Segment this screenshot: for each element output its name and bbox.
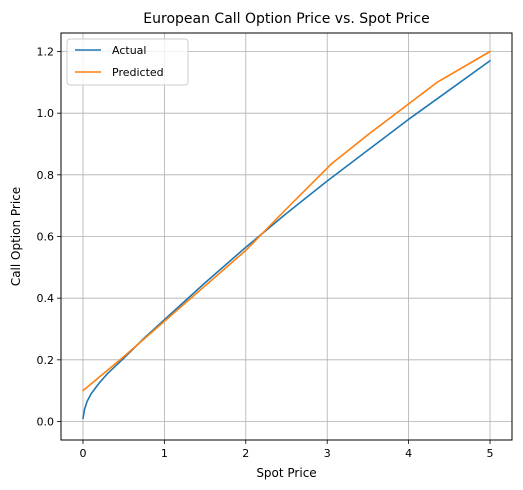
y-tick-label: 1.0 bbox=[37, 107, 55, 120]
x-tick-label: 3 bbox=[324, 447, 331, 460]
y-tick-label: 0.4 bbox=[37, 292, 55, 305]
legend-label-actual: Actual bbox=[112, 44, 146, 57]
y-axis-label: Call Option Price bbox=[9, 187, 23, 286]
series-line-actual bbox=[82, 59, 491, 420]
x-axis-ticks: 0 1 2 3 4 5 bbox=[79, 440, 494, 460]
legend-label-predicted: Predicted bbox=[112, 66, 164, 79]
y-tick-label: 0.0 bbox=[37, 416, 55, 429]
x-tick-label: 5 bbox=[487, 447, 494, 460]
x-tick-label: 4 bbox=[405, 447, 412, 460]
x-tick-label: 1 bbox=[161, 447, 168, 460]
y-axis-ticks: 0.0 0.2 0.4 0.6 0.8 1.0 1.2 bbox=[37, 46, 61, 429]
x-axis-label: Spot Price bbox=[256, 466, 316, 480]
grid bbox=[61, 33, 512, 440]
y-tick-label: 0.8 bbox=[37, 169, 55, 182]
y-tick-label: 0.2 bbox=[37, 354, 55, 367]
x-tick-label: 2 bbox=[242, 447, 249, 460]
y-tick-label: 1.2 bbox=[37, 46, 55, 59]
y-tick-label: 0.6 bbox=[37, 231, 55, 244]
x-tick-label: 0 bbox=[79, 447, 86, 460]
legend: Actual Predicted bbox=[66, 38, 189, 86]
series-line-predicted bbox=[82, 50, 491, 392]
chart-title: European Call Option Price vs. Spot Pric… bbox=[143, 11, 429, 27]
series-lines bbox=[82, 50, 491, 420]
